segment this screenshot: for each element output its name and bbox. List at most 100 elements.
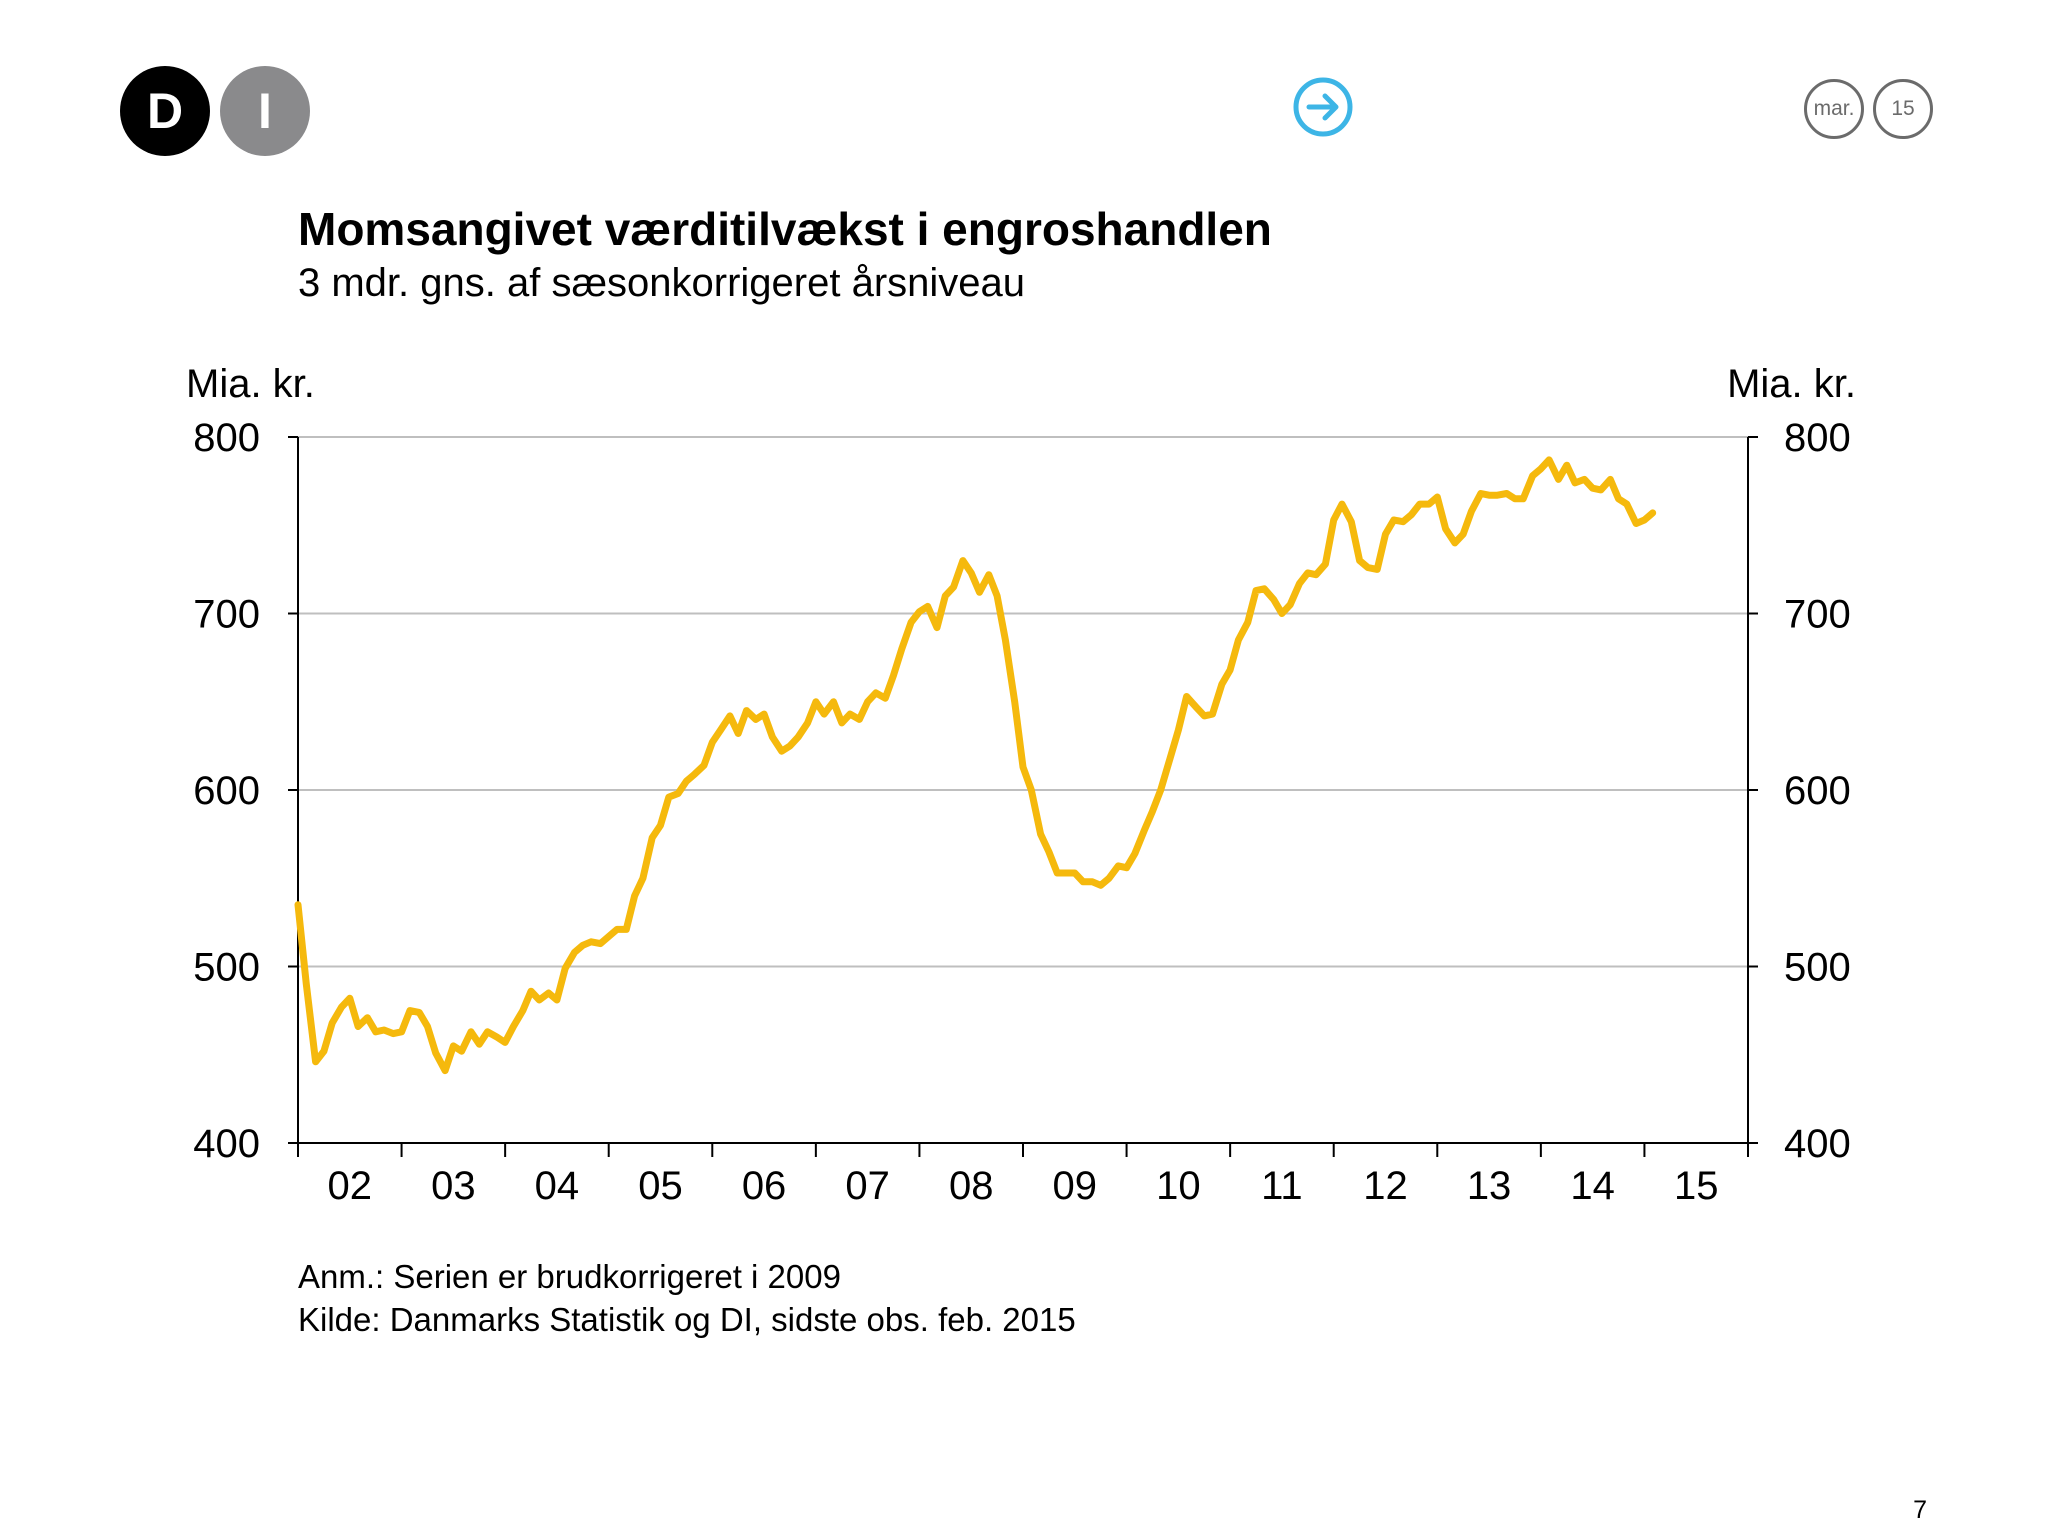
data-point [1270, 596, 1277, 603]
data-point [1278, 610, 1285, 617]
data-point [1494, 492, 1501, 499]
data-point [1253, 587, 1259, 594]
data-point [450, 1042, 457, 1049]
data-point [1157, 787, 1164, 793]
data-point [1503, 490, 1510, 497]
data-point [346, 995, 353, 1002]
data-point [1296, 580, 1303, 587]
y-tick-label-left: 400 [193, 1122, 260, 1166]
data-point [1451, 539, 1458, 546]
data-point [510, 1023, 517, 1030]
data-point [908, 619, 915, 626]
data-point [1589, 485, 1596, 492]
data-point [701, 762, 707, 769]
data-point [614, 926, 620, 933]
data-point [976, 589, 983, 596]
data-point [1287, 601, 1294, 608]
next-arrow-icon[interactable] [1292, 76, 1354, 138]
data-point [856, 716, 863, 723]
data-point [882, 695, 889, 702]
data-point [519, 1007, 526, 1014]
data-point [1313, 571, 1320, 578]
y-tick-label-right: 600 [1784, 769, 1851, 813]
data-point [1261, 585, 1268, 592]
data-point [406, 1007, 413, 1014]
data-point [1218, 681, 1225, 688]
page-number: 7 [1913, 1496, 1927, 1524]
data-point [416, 1009, 423, 1016]
data-point [1390, 517, 1397, 523]
data-point [795, 734, 802, 740]
data-point [994, 592, 1001, 599]
data-point [752, 716, 759, 723]
chart-title: Momsangivet værditilvækst i engroshandle… [298, 203, 1272, 255]
data-point [484, 1028, 491, 1035]
logo-letter-d: D [120, 66, 210, 156]
data-point [1167, 755, 1174, 762]
data-point [916, 608, 923, 615]
x-tick-label: 06 [742, 1164, 787, 1208]
data-point [1623, 501, 1630, 508]
data-point [1468, 508, 1475, 515]
data-point [528, 988, 534, 995]
data-point [320, 1048, 327, 1055]
data-point [442, 1067, 449, 1074]
data-point [691, 771, 698, 778]
y-tick-label-right: 400 [1784, 1122, 1851, 1166]
data-point [639, 875, 646, 882]
data-point [1131, 850, 1138, 857]
data-point [1364, 564, 1371, 571]
data-point [1089, 878, 1096, 885]
data-point [303, 981, 310, 988]
y-tick-label-left: 700 [193, 593, 260, 637]
data-point [1227, 667, 1234, 673]
y-tick-label-left: 500 [193, 946, 260, 990]
data-point [950, 584, 957, 590]
chart-note: Anm.: Serien er brudkorrigeret i 2009 [298, 1258, 841, 1295]
data-point [985, 571, 992, 578]
data-point [502, 1039, 509, 1046]
data-point [623, 926, 630, 933]
x-tick-label: 14 [1570, 1164, 1615, 1208]
data-point [872, 689, 879, 696]
data-point [830, 698, 837, 705]
data-point [1607, 476, 1614, 483]
data-point [787, 742, 793, 749]
data-point [1356, 557, 1363, 564]
y-tick-label-right: 500 [1784, 946, 1851, 990]
x-tick-label: 11 [1261, 1164, 1303, 1208]
data-point [1330, 517, 1337, 523]
data-point [1201, 712, 1208, 719]
y-axis-unit-left: Mia. kr. [186, 362, 315, 406]
data-point [381, 1027, 387, 1033]
data-point [675, 790, 682, 797]
data-point [968, 569, 975, 576]
data-point [709, 739, 716, 746]
data-point [735, 730, 742, 737]
data-point [1400, 518, 1407, 525]
data-point [597, 940, 604, 947]
data-point [649, 834, 656, 841]
data-point [864, 698, 871, 705]
data-point [890, 672, 897, 679]
data-point [605, 933, 612, 940]
data-point [468, 1028, 474, 1035]
data-point [1649, 509, 1656, 516]
data-point [398, 1028, 405, 1035]
data-point [458, 1048, 465, 1055]
data-point [545, 990, 552, 996]
di-logo: D I [120, 66, 312, 156]
data-point [1348, 518, 1355, 525]
data-point [1615, 495, 1622, 502]
data-point [1633, 520, 1640, 527]
data-point [1106, 875, 1112, 882]
data-point [1175, 727, 1182, 733]
data-point [1244, 619, 1251, 626]
data-point [847, 711, 853, 718]
data-point [1477, 490, 1484, 497]
data-point [338, 1004, 345, 1011]
data-point [1563, 462, 1570, 469]
data-point [355, 1023, 362, 1030]
data-point [571, 949, 578, 956]
